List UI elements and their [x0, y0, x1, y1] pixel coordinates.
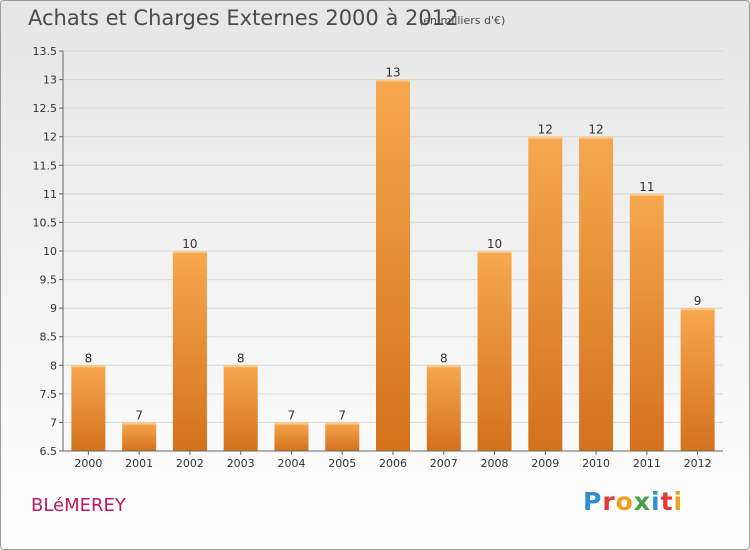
x-tick-label: 2002	[176, 457, 204, 470]
y-tick-label: 11	[43, 188, 57, 201]
bar-top-highlight	[376, 79, 410, 82]
x-tick-label: 2004	[277, 457, 305, 470]
bar-top-highlight	[579, 136, 614, 139]
bar-top-highlight	[477, 251, 512, 253]
bar-top-highlight	[223, 365, 258, 368]
x-tick-label: 2003	[227, 457, 255, 470]
y-tick-label: 7	[50, 416, 57, 429]
y-tick-label: 13.5	[33, 45, 58, 58]
x-tick-label: 2010	[582, 457, 610, 470]
x-tick-label: 2007	[430, 457, 458, 470]
x-tick-label: 2012	[684, 457, 712, 470]
bar	[477, 251, 512, 451]
bar	[71, 365, 106, 451]
y-tick-label: 13	[43, 74, 57, 87]
y-tick-label: 8	[50, 359, 57, 372]
bar	[680, 308, 715, 451]
data-label: 8	[237, 351, 245, 365]
bar-top-highlight	[274, 422, 309, 425]
x-tick-label: 2005	[328, 457, 356, 470]
y-tick-label: 8.5	[40, 331, 58, 344]
bar	[223, 365, 258, 451]
data-label: 11	[639, 180, 654, 194]
proxiti-logo: Proxiti	[583, 487, 684, 516]
bar	[426, 365, 461, 451]
data-label: 12	[538, 123, 553, 137]
bar-top-highlight	[680, 308, 715, 311]
data-label: 9	[694, 294, 702, 308]
x-tick-label: 2006	[379, 457, 407, 470]
bar-top-highlight	[71, 365, 106, 368]
bar-top-highlight	[122, 422, 157, 425]
y-tick-label: 9.5	[40, 274, 58, 287]
x-tick-label: 2011	[633, 457, 661, 470]
bar	[172, 251, 207, 451]
bar-top-highlight	[629, 193, 664, 196]
bar	[274, 422, 309, 451]
data-label: 12	[588, 123, 603, 137]
bar-top-highlight	[426, 365, 461, 368]
x-tick-label: 2001	[125, 457, 153, 470]
y-tick-label: 9	[50, 302, 57, 315]
data-label: 13	[385, 66, 400, 80]
data-label: 10	[487, 237, 502, 251]
x-tick-label: 2009	[531, 457, 559, 470]
y-tick-label: 10	[43, 245, 57, 258]
y-tick-label: 7.5	[40, 388, 58, 401]
bar-top-highlight	[172, 251, 207, 253]
data-label: 8	[440, 351, 448, 365]
bar	[376, 79, 410, 452]
data-label: 7	[135, 408, 143, 422]
y-tick-label: 6.5	[40, 445, 58, 458]
bar-top-highlight	[325, 422, 360, 425]
bar	[528, 136, 563, 451]
y-tick-label: 10.5	[33, 216, 58, 229]
y-tick-label: 12	[43, 131, 57, 144]
commune-name: BLéMEREY	[31, 495, 126, 516]
data-label: 10	[182, 237, 197, 251]
bar	[122, 422, 157, 451]
bar-top-highlight	[528, 136, 563, 139]
chart-unit: (en milliers d'€)	[419, 14, 506, 27]
data-label: 7	[288, 408, 296, 422]
y-tick-label: 12.5	[33, 102, 58, 115]
bar	[325, 422, 360, 451]
data-label: 8	[85, 351, 93, 365]
bar	[579, 136, 614, 451]
x-tick-label: 2008	[481, 457, 509, 470]
chart-title: Achats et Charges Externes 2000 à 2012	[28, 6, 459, 30]
bar	[629, 193, 664, 451]
data-label: 7	[338, 408, 346, 422]
x-tick-label: 2000	[74, 457, 102, 470]
y-tick-label: 11.5	[33, 159, 58, 172]
